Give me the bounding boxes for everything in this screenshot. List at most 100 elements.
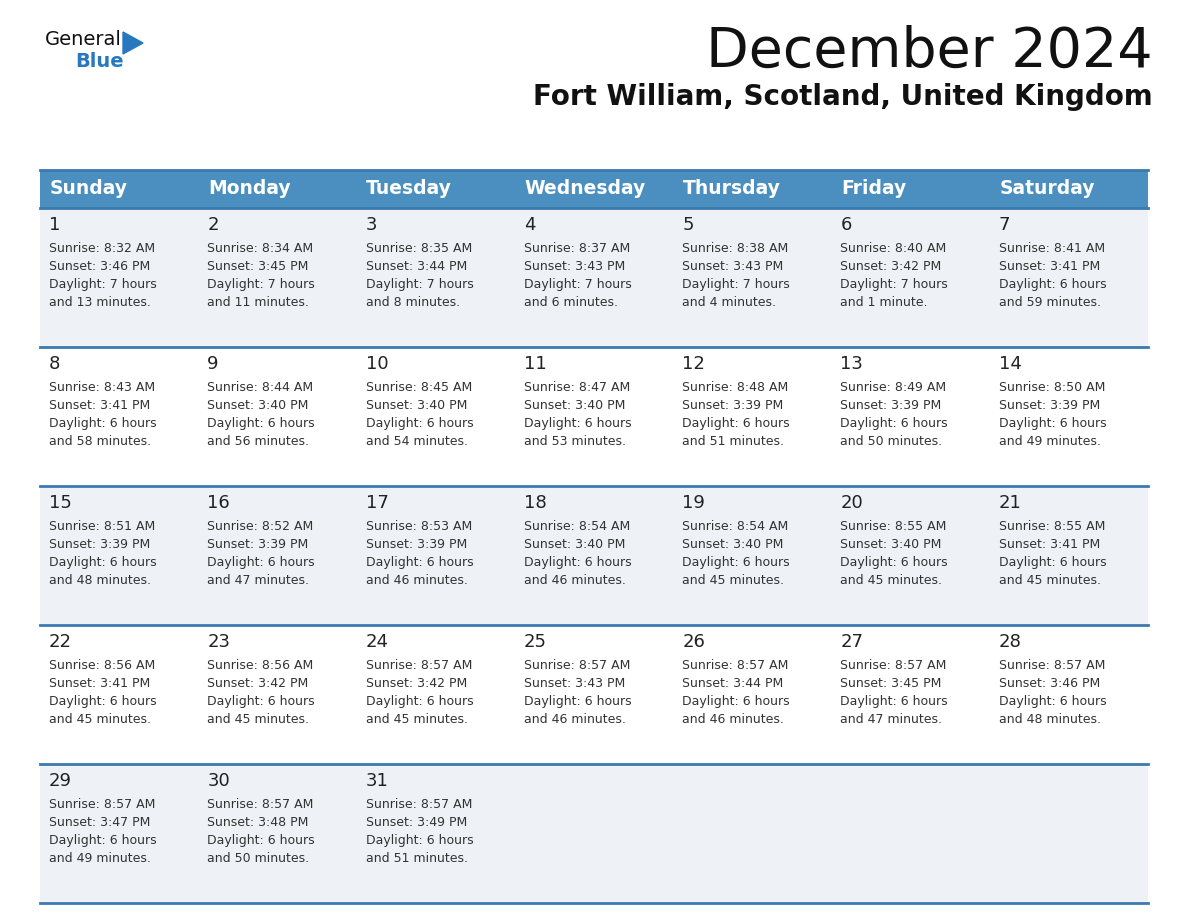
Text: Sunset: 3:49 PM: Sunset: 3:49 PM [366, 816, 467, 829]
Text: Wednesday: Wednesday [524, 180, 645, 198]
Bar [40, 764, 198, 903]
Bar [674, 347, 832, 486]
Text: and 45 minutes.: and 45 minutes. [49, 713, 151, 726]
Text: Sunrise: 8:55 AM: Sunrise: 8:55 AM [840, 520, 947, 533]
Text: 27: 27 [840, 633, 864, 651]
Text: Sunset: 3:40 PM: Sunset: 3:40 PM [682, 538, 784, 551]
Text: Sunset: 3:44 PM: Sunset: 3:44 PM [366, 260, 467, 273]
Text: Daylight: 7 hours: Daylight: 7 hours [524, 278, 632, 291]
Text: 23: 23 [207, 633, 230, 651]
Bar [832, 347, 990, 486]
Text: 13: 13 [840, 355, 864, 373]
Text: Sunset: 3:40 PM: Sunset: 3:40 PM [524, 399, 625, 412]
Text: 30: 30 [207, 772, 230, 790]
Bar [40, 208, 198, 347]
Text: and 47 minutes.: and 47 minutes. [207, 574, 309, 587]
Text: 15: 15 [49, 494, 72, 512]
Bar [990, 347, 1148, 486]
Text: Daylight: 7 hours: Daylight: 7 hours [366, 278, 473, 291]
Text: 21: 21 [999, 494, 1022, 512]
Bar [990, 625, 1148, 764]
Bar [514, 208, 674, 347]
Text: and 54 minutes.: and 54 minutes. [366, 435, 468, 448]
Text: Sunrise: 8:51 AM: Sunrise: 8:51 AM [49, 520, 156, 533]
Bar [514, 486, 674, 625]
Text: Sunrise: 8:49 AM: Sunrise: 8:49 AM [840, 381, 947, 394]
Text: and 46 minutes.: and 46 minutes. [682, 713, 784, 726]
Text: Sunrise: 8:32 AM: Sunrise: 8:32 AM [49, 242, 156, 255]
Text: Sunrise: 8:56 AM: Sunrise: 8:56 AM [49, 659, 156, 672]
Text: and 56 minutes.: and 56 minutes. [207, 435, 309, 448]
Text: Sunset: 3:42 PM: Sunset: 3:42 PM [366, 677, 467, 690]
Text: and 51 minutes.: and 51 minutes. [366, 852, 468, 865]
Text: Daylight: 7 hours: Daylight: 7 hours [49, 278, 157, 291]
Text: 17: 17 [366, 494, 388, 512]
Text: 20: 20 [840, 494, 864, 512]
Text: Sunrise: 8:38 AM: Sunrise: 8:38 AM [682, 242, 789, 255]
Bar [356, 625, 514, 764]
Bar [40, 625, 198, 764]
Text: Sunrise: 8:43 AM: Sunrise: 8:43 AM [49, 381, 156, 394]
Text: Sunset: 3:41 PM: Sunset: 3:41 PM [49, 399, 150, 412]
Text: Sunset: 3:45 PM: Sunset: 3:45 PM [207, 260, 309, 273]
Text: Sunrise: 8:44 AM: Sunrise: 8:44 AM [207, 381, 314, 394]
Text: and 50 minutes.: and 50 minutes. [207, 852, 309, 865]
Text: 11: 11 [524, 355, 546, 373]
Text: Sunset: 3:40 PM: Sunset: 3:40 PM [840, 538, 942, 551]
Text: Blue: Blue [75, 52, 124, 71]
Text: Fort William, Scotland, United Kingdom: Fort William, Scotland, United Kingdom [532, 83, 1152, 111]
Bar [356, 764, 514, 903]
Bar [990, 486, 1148, 625]
Text: Daylight: 6 hours: Daylight: 6 hours [524, 695, 632, 708]
Text: Sunset: 3:41 PM: Sunset: 3:41 PM [999, 260, 1100, 273]
Text: 16: 16 [207, 494, 230, 512]
Text: Sunrise: 8:34 AM: Sunrise: 8:34 AM [207, 242, 314, 255]
Text: Sunset: 3:40 PM: Sunset: 3:40 PM [524, 538, 625, 551]
Bar [198, 486, 356, 625]
Text: Sunrise: 8:54 AM: Sunrise: 8:54 AM [524, 520, 630, 533]
Text: 26: 26 [682, 633, 704, 651]
Text: Sunrise: 8:57 AM: Sunrise: 8:57 AM [999, 659, 1105, 672]
Text: 31: 31 [366, 772, 388, 790]
Bar [514, 625, 674, 764]
Text: and 47 minutes.: and 47 minutes. [840, 713, 942, 726]
Text: Sunrise: 8:41 AM: Sunrise: 8:41 AM [999, 242, 1105, 255]
Text: Sunrise: 8:50 AM: Sunrise: 8:50 AM [999, 381, 1105, 394]
Text: Sunset: 3:43 PM: Sunset: 3:43 PM [682, 260, 783, 273]
Text: Daylight: 7 hours: Daylight: 7 hours [207, 278, 315, 291]
Text: Daylight: 6 hours: Daylight: 6 hours [682, 556, 790, 569]
Bar [674, 486, 832, 625]
Text: Daylight: 6 hours: Daylight: 6 hours [366, 556, 473, 569]
Text: Friday: Friday [841, 180, 906, 198]
Text: Sunday: Sunday [50, 180, 127, 198]
Text: Sunrise: 8:37 AM: Sunrise: 8:37 AM [524, 242, 630, 255]
Text: Sunrise: 8:56 AM: Sunrise: 8:56 AM [207, 659, 314, 672]
Text: Daylight: 6 hours: Daylight: 6 hours [207, 417, 315, 430]
Bar [990, 208, 1148, 347]
Text: Daylight: 7 hours: Daylight: 7 hours [682, 278, 790, 291]
Bar [198, 625, 356, 764]
Text: Sunrise: 8:53 AM: Sunrise: 8:53 AM [366, 520, 472, 533]
Bar [40, 347, 198, 486]
Text: 10: 10 [366, 355, 388, 373]
Bar [832, 625, 990, 764]
Text: and 49 minutes.: and 49 minutes. [49, 852, 151, 865]
Bar [514, 764, 674, 903]
Text: Daylight: 6 hours: Daylight: 6 hours [682, 695, 790, 708]
Text: and 13 minutes.: and 13 minutes. [49, 296, 151, 309]
Bar [674, 625, 832, 764]
Text: and 11 minutes.: and 11 minutes. [207, 296, 309, 309]
Text: Saturday: Saturday [999, 180, 1094, 198]
Text: and 51 minutes.: and 51 minutes. [682, 435, 784, 448]
Text: Sunset: 3:39 PM: Sunset: 3:39 PM [49, 538, 150, 551]
Bar [990, 764, 1148, 903]
Text: and 45 minutes.: and 45 minutes. [840, 574, 942, 587]
Text: Sunrise: 8:52 AM: Sunrise: 8:52 AM [207, 520, 314, 533]
Text: Sunrise: 8:57 AM: Sunrise: 8:57 AM [682, 659, 789, 672]
Text: 24: 24 [366, 633, 388, 651]
Text: Sunset: 3:42 PM: Sunset: 3:42 PM [840, 260, 942, 273]
Bar [356, 486, 514, 625]
Text: 25: 25 [524, 633, 546, 651]
Text: 29: 29 [49, 772, 72, 790]
Bar [198, 764, 356, 903]
